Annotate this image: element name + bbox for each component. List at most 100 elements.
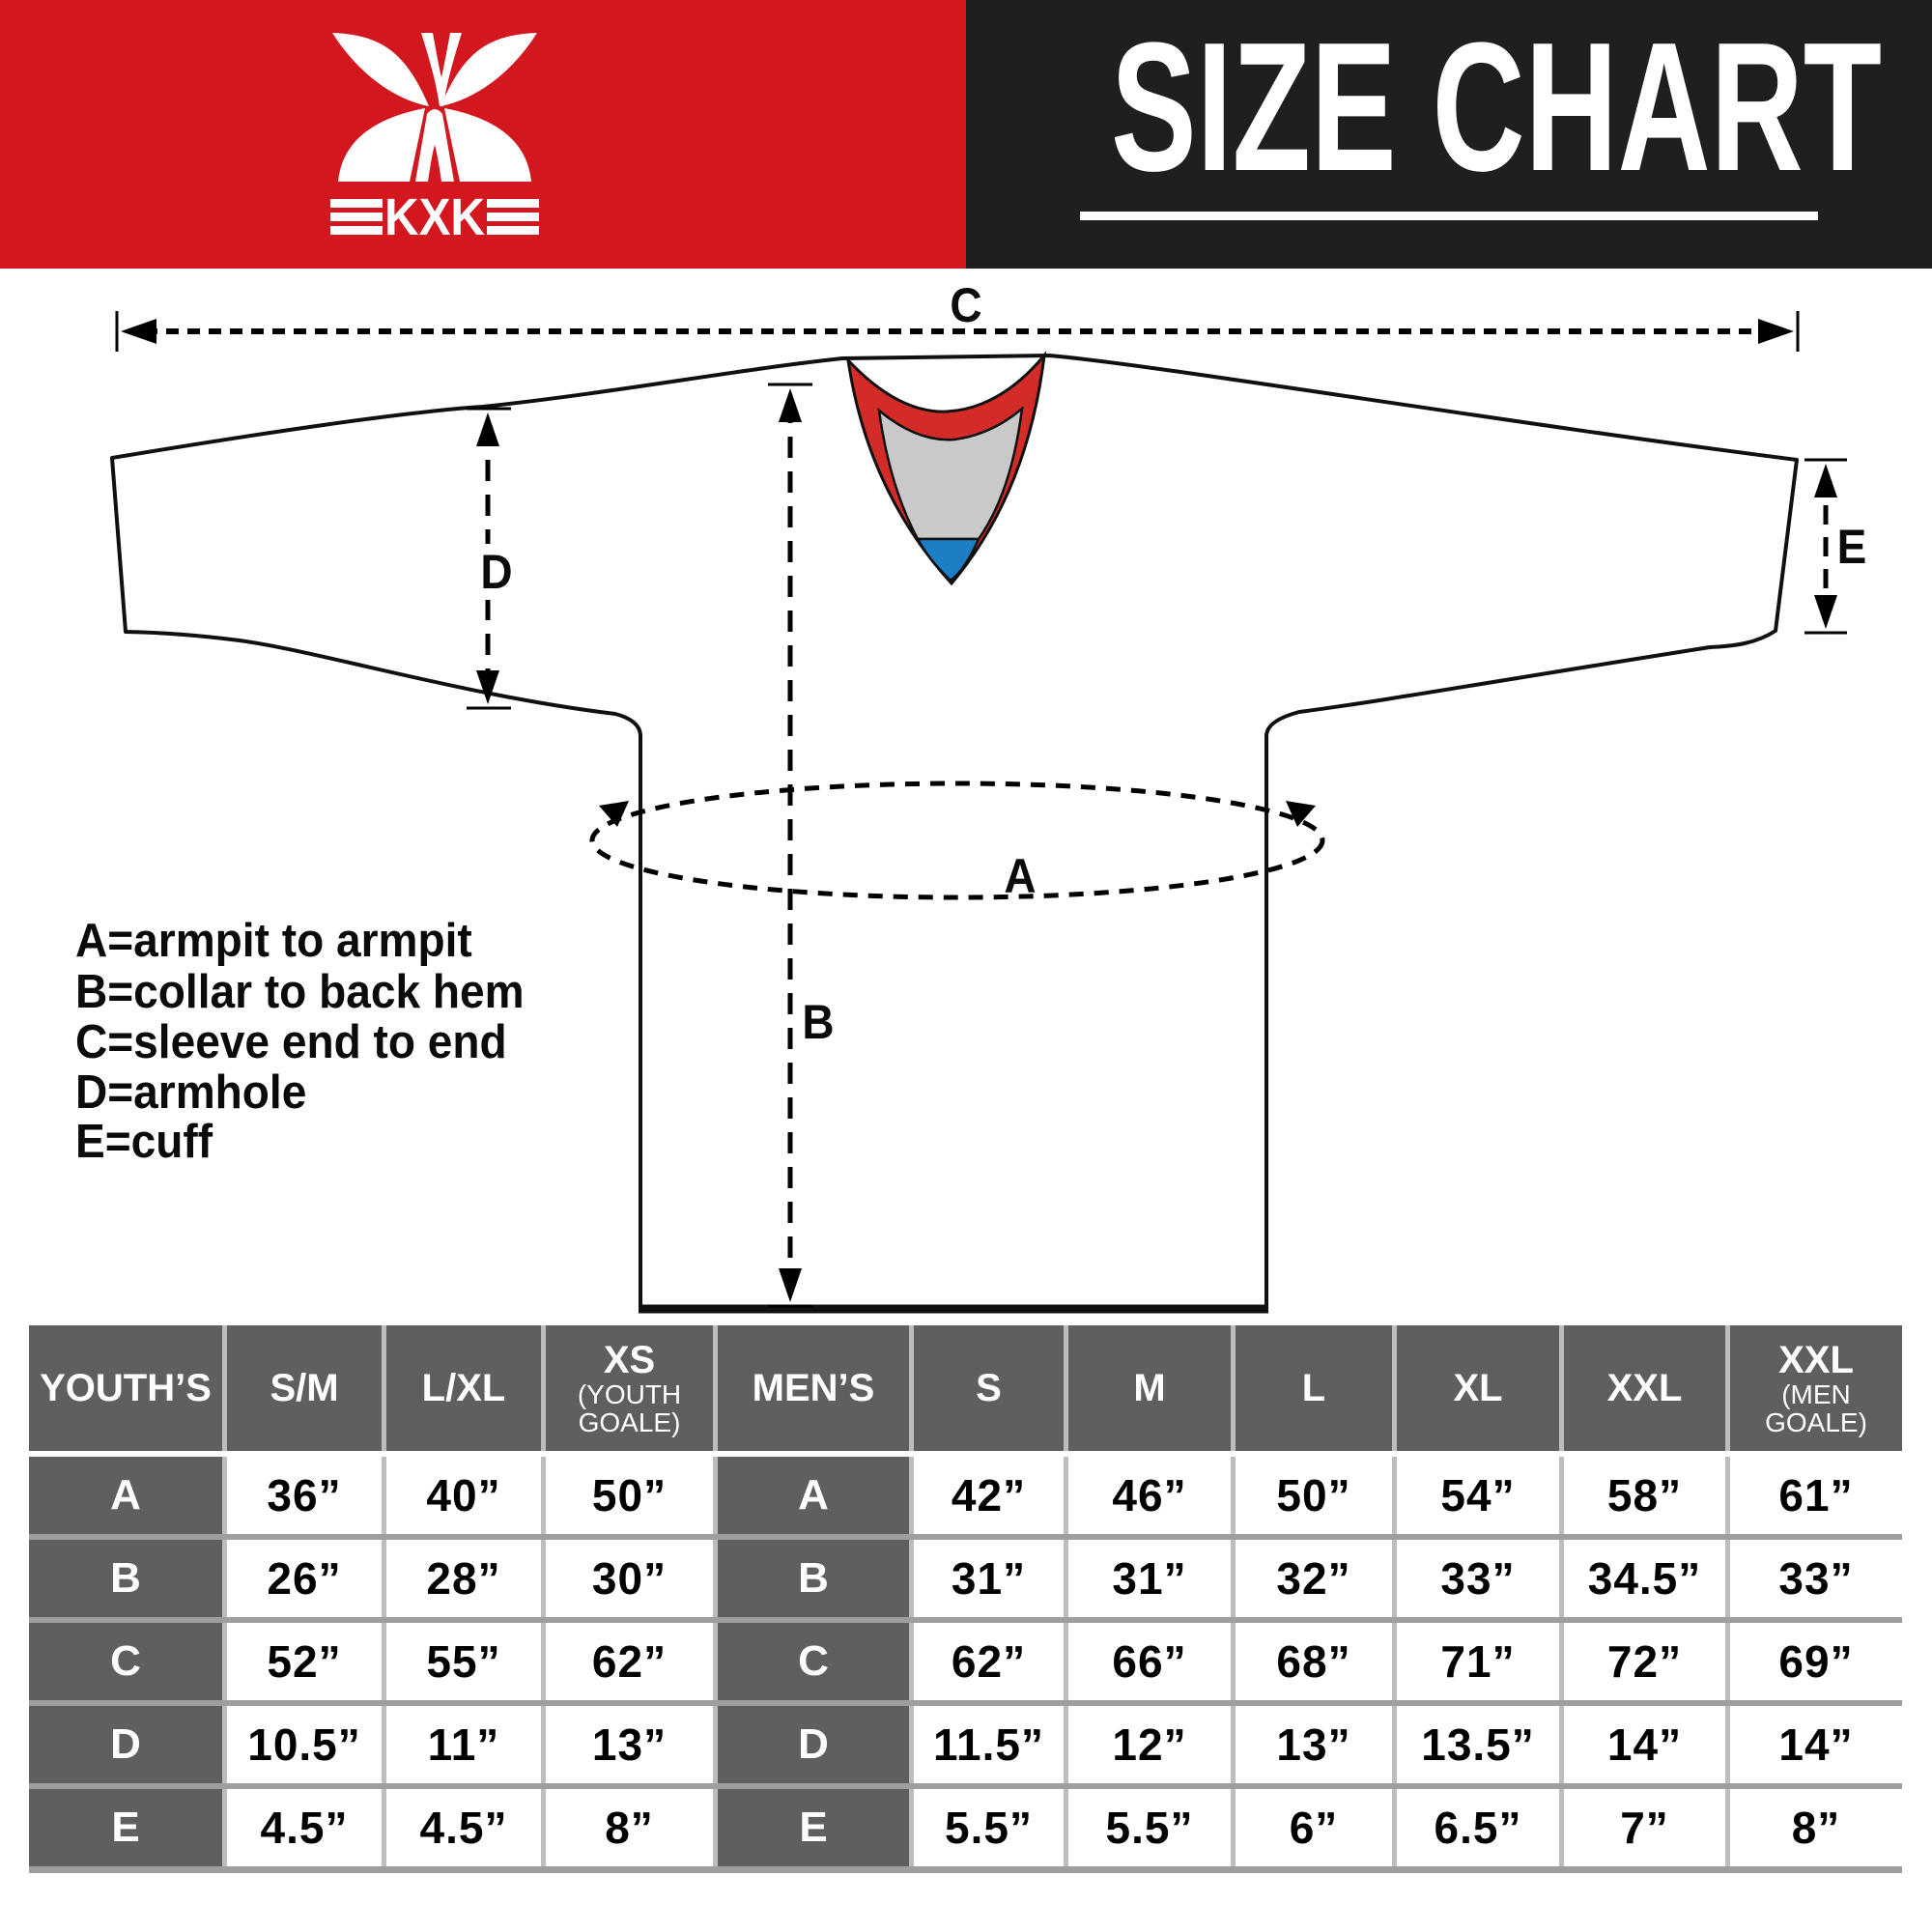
value-cell: 28” [386, 1540, 541, 1617]
value-cell: 12” [1068, 1706, 1231, 1783]
label-c: C [950, 278, 982, 332]
label-b: B [802, 995, 835, 1049]
table-row-b: B 26” 28” 30” B 31” 31” 32” 33” 34.5” 33… [29, 1534, 1902, 1617]
value-cell: 14” [1564, 1706, 1725, 1783]
value-cell: 62” [546, 1623, 713, 1700]
row-label-youth: A [29, 1457, 222, 1534]
value-cell: 11” [386, 1706, 541, 1783]
value-cell: 14” [1730, 1706, 1902, 1783]
legend-line-d: D=armhole [75, 1066, 307, 1119]
value-cell: 6” [1236, 1789, 1392, 1866]
value-cell: 26” [227, 1540, 382, 1617]
value-cell: 33” [1397, 1540, 1559, 1617]
value-cell: 11.5” [914, 1706, 1064, 1783]
legend-line-c: C=sleeve end to end [75, 1016, 507, 1068]
table-row-a: A 36” 40” 50” A 42” 46” 50” 54” 58” 61” [29, 1457, 1902, 1534]
legend-line-b: B=collar to back hem [75, 966, 525, 1018]
value-cell: 13.5” [1397, 1706, 1559, 1783]
jersey-measurement-diagram [110, 311, 1847, 1314]
brand-header-red-panel: KXK [0, 0, 966, 269]
page-title: SIZE CHART [1111, 5, 1882, 210]
header-cell-mens: MEN’S [718, 1325, 909, 1451]
a-measure-ellipse [589, 781, 1325, 900]
header-cell-xl: XL [1397, 1325, 1559, 1451]
row-label-youth: E [29, 1789, 222, 1866]
table-header-row: YOUTH’S S/M L/XL XS (YOUTH GOALE) MEN’S … [29, 1325, 1902, 1451]
legend-line-e: E=cuff [75, 1116, 213, 1168]
value-cell: 72” [1564, 1623, 1725, 1700]
value-cell: 10.5” [227, 1706, 382, 1783]
logo-wing-top-right [440, 33, 537, 106]
value-cell: 62” [914, 1623, 1064, 1700]
title-underline [1080, 212, 1818, 220]
value-cell: 8” [1730, 1789, 1902, 1866]
value-cell: 50” [1236, 1457, 1392, 1534]
table-row-c: C 52” 55” 62” C 62” 66” 68” 71” 72” 69” [29, 1617, 1902, 1700]
row-label-men: D [718, 1706, 909, 1783]
table-row-d: D 10.5” 11” 13” D 11.5” 12” 13” 13.5” 14… [29, 1700, 1902, 1783]
logo-center-fork [421, 33, 462, 106]
header-cell-xxl: XXL [1564, 1325, 1725, 1451]
table-row-e: E 4.5” 4.5” 8” E 5.5” 5.5” 6” 6.5” 7” 8” [29, 1783, 1902, 1866]
jersey-outline [110, 354, 1799, 1311]
value-cell: 34.5” [1564, 1540, 1725, 1617]
logo-dome-arch [415, 109, 454, 182]
b-measure-arrow [768, 383, 812, 1308]
value-cell: 13” [546, 1706, 713, 1783]
value-cell: 30” [546, 1540, 713, 1617]
value-cell: 55” [386, 1623, 541, 1700]
row-label-men: B [718, 1540, 909, 1617]
value-cell: 40” [386, 1457, 541, 1534]
row-label-men: C [718, 1623, 909, 1700]
value-cell: 66” [1068, 1623, 1231, 1700]
value-cell: 31” [1068, 1540, 1231, 1617]
header-cell-sm: S/M [227, 1325, 382, 1451]
value-cell: 5.5” [914, 1789, 1064, 1866]
row-label-youth: C [29, 1623, 222, 1700]
header-cell-m: M [1068, 1325, 1231, 1451]
c-measure-arrow [115, 311, 1800, 352]
size-table: YOUTH’S S/M L/XL XS (YOUTH GOALE) MEN’S … [29, 1325, 1902, 1873]
collar-tip-blue [915, 537, 980, 582]
row-label-youth: D [29, 1706, 222, 1783]
value-cell: 6.5” [1397, 1789, 1559, 1866]
collar-inner-gray [877, 405, 1024, 541]
title-header-black-panel: SIZE CHART [966, 0, 1932, 269]
value-cell: 4.5” [386, 1789, 541, 1866]
value-cell: 7” [1564, 1789, 1725, 1866]
value-cell: 54” [1397, 1457, 1559, 1534]
value-cell: 52” [227, 1623, 382, 1700]
d-measure-arrow [467, 407, 511, 710]
value-cell: 68” [1236, 1623, 1392, 1700]
value-cell: 32” [1236, 1540, 1392, 1617]
label-a: A [1004, 849, 1037, 903]
header-cell-youths: YOUTH’S [29, 1325, 222, 1451]
value-cell: 42” [914, 1457, 1064, 1534]
header-cell-l: L [1236, 1325, 1392, 1451]
row-label-youth: B [29, 1540, 222, 1617]
value-cell: 58” [1564, 1457, 1725, 1534]
value-cell: 61” [1730, 1457, 1902, 1534]
logo-wordmark: KXK [384, 188, 485, 246]
row-label-men: E [718, 1789, 909, 1866]
value-cell: 31” [914, 1540, 1064, 1617]
value-cell: 5.5” [1068, 1789, 1231, 1866]
value-cell: 8” [546, 1789, 713, 1866]
value-cell: 36” [227, 1457, 382, 1534]
label-e: E [1836, 520, 1867, 574]
logo-bars-left [330, 199, 383, 235]
label-d: D [475, 544, 518, 600]
header-cell-xxl-men-goalie: XXL (MEN GOALE) [1730, 1325, 1902, 1451]
header-cell-s: S [914, 1325, 1064, 1451]
header-cell-lxl: L/XL [386, 1325, 541, 1451]
value-cell: 4.5” [227, 1789, 382, 1866]
value-cell: 33” [1730, 1540, 1902, 1617]
value-cell: 71” [1397, 1623, 1559, 1700]
logo-dome-right [444, 108, 531, 182]
header-cell-xs-youth-goalie: XS (YOUTH GOALE) [546, 1325, 713, 1451]
row-label-men: A [718, 1457, 909, 1534]
logo-bars-right [487, 199, 539, 235]
legend-line-a: A=armpit to armpit [75, 915, 472, 967]
value-cell: 69” [1730, 1623, 1902, 1700]
